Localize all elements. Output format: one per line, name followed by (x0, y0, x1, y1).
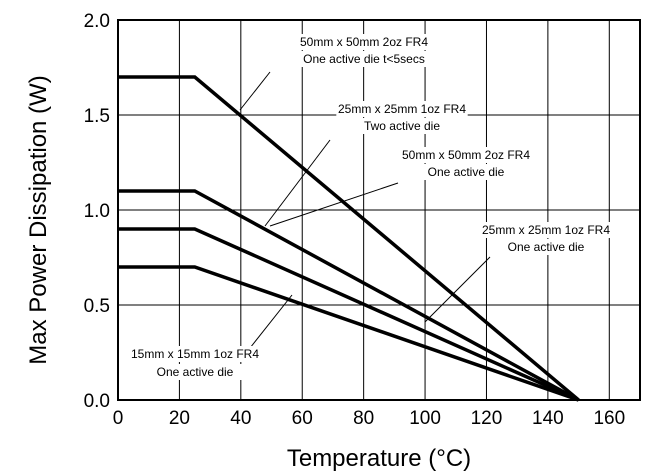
annotation-label: 50mm x 50mm 2oz FR4 (402, 148, 530, 162)
annotation-label: 50mm x 50mm 2oz FR4 (300, 35, 428, 49)
series-line-2 (118, 189, 580, 402)
x-axis-title: Temperature (°C) (287, 445, 471, 472)
series-line-1 (118, 75, 580, 402)
annotation-backdrop (400, 147, 532, 163)
annotation-label: 15mm x 15mm 1oz FR4 (131, 347, 259, 361)
annotation-backdrop (288, 51, 440, 67)
x-tick-label: 80 (353, 408, 374, 429)
annotation-backdrop (336, 101, 468, 117)
annotation-label: Two active die (364, 119, 440, 133)
annotation-backdrop (352, 118, 452, 134)
plot-frame (117, 19, 641, 401)
x-tick-label: 140 (532, 408, 564, 429)
series-lines (118, 75, 580, 402)
x-tick-label: 40 (230, 408, 251, 429)
x-axis-ticks: 0 20 40 60 80 100 120 140 160 (113, 408, 625, 429)
x-tick-label: 100 (409, 408, 441, 429)
x-tick-label: 160 (593, 408, 625, 429)
y-tick-label: 2.0 (84, 11, 110, 32)
x-tick-label: 120 (471, 408, 503, 429)
x-tick-label: 60 (292, 408, 313, 429)
annotation-label: One active die (157, 365, 234, 379)
x-tick-label: 20 (169, 408, 190, 429)
series-line-3 (118, 227, 580, 402)
annotation-backdrop (145, 364, 245, 380)
y-tick-label: 1.5 (84, 106, 110, 127)
annotation-backdrop (416, 164, 516, 180)
annotation-backdrop (298, 34, 430, 50)
annotation-leader-line (269, 182, 399, 227)
annotation-label: 25mm x 25mm 1oz FR4 (482, 223, 610, 237)
y-tick-label: 0.5 (84, 296, 110, 317)
annotation-label: One active die (508, 240, 585, 254)
annotation-backdrop (129, 346, 261, 362)
annotation-leader-line (424, 256, 491, 323)
annotation-leader-line (264, 139, 331, 227)
y-tick-label: 1.0 (84, 201, 110, 222)
annotation-leaders (239, 71, 491, 349)
annotation-backdrop (496, 239, 596, 255)
annotation-label: 25mm x 25mm 1oz FR4 (338, 102, 466, 116)
y-tick-label: 0.0 (84, 391, 110, 412)
grid (118, 20, 640, 400)
x-tick-label: 0 (113, 408, 124, 429)
annotation-label: One active die t<5secs (303, 52, 425, 66)
annotation-leader-line (249, 294, 293, 349)
annotation-backdrop (480, 222, 612, 238)
y-axis-ticks: 0.0 0.5 1.0 1.5 2.0 (84, 11, 110, 412)
annotation-leader-line (239, 71, 271, 111)
series-line-4 (118, 265, 580, 402)
y-axis-title: Max Power Dissipation (W) (25, 75, 52, 364)
annotation-label: One active die (428, 165, 505, 179)
annotations: 50mm x 50mm 2oz FR4 One active die t<5sec… (129, 34, 612, 380)
